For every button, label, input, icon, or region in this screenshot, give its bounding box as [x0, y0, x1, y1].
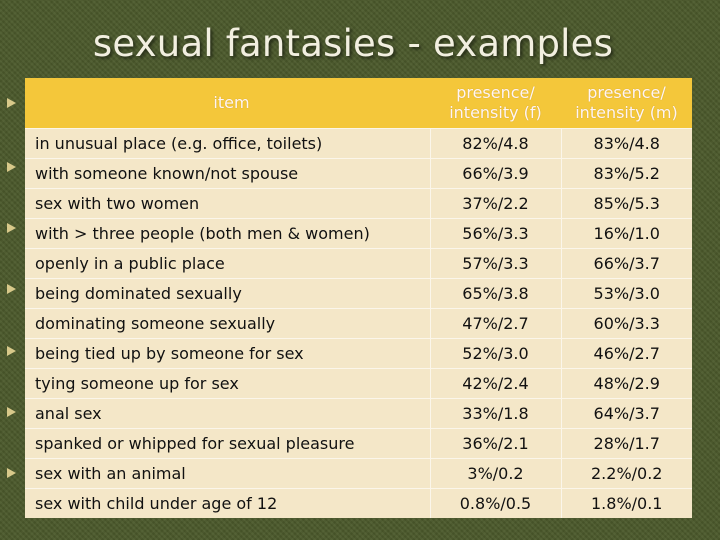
row-value-male: 85%/5.3: [560, 188, 692, 219]
row-item: being tied up by someone for sex: [25, 338, 430, 369]
row-item: spanked or whipped for sexual pleasure: [25, 428, 430, 459]
bullet-triangle-icon: [7, 223, 16, 233]
fantasies-table: item presence/ intensity (f) presence/ i…: [25, 78, 692, 518]
row-value-female: 36%/2.1: [429, 428, 561, 459]
table-header-row: item presence/ intensity (f) presence/ i…: [25, 78, 692, 129]
table-row: with someone known/not spouse 66%/3.9 83%/…: [25, 158, 692, 189]
row-value-female: 47%/2.7: [429, 308, 561, 339]
row-item: anal sex: [25, 398, 430, 429]
row-item: sex with two women: [25, 188, 430, 219]
table-row: tying someone up for sex 42%/2.4 48%/2.9: [25, 368, 692, 399]
header-female: presence/ intensity (f): [430, 78, 561, 129]
table-row: being dominated sexually 65%/3.8 53%/3.0: [25, 278, 692, 309]
table-row: sex with two women 37%/2.2 85%/5.3: [25, 188, 692, 219]
row-value-female: 0.8%/0.5: [429, 488, 561, 518]
table-row: anal sex 33%/1.8 64%/3.7: [25, 398, 692, 429]
row-item: tying someone up for sex: [25, 368, 430, 399]
row-item: openly in a public place: [25, 248, 430, 279]
row-item: in unusual place (e.g. office, toilets): [25, 128, 430, 159]
row-value-female: 56%/3.3: [429, 218, 561, 249]
row-value-female: 42%/2.4: [429, 368, 561, 399]
row-value-male: 83%/5.2: [560, 158, 692, 189]
row-value-male: 53%/3.0: [560, 278, 692, 309]
table-row: being tied up by someone for sex 52%/3.0 4…: [25, 338, 692, 369]
row-value-male: 1.8%/0.1: [560, 488, 692, 518]
bullet-triangle-icon: [7, 346, 16, 356]
row-value-male: 64%/3.7: [560, 398, 692, 429]
bullet-triangle-icon: [7, 284, 16, 294]
table-row: with > three people (both men & women) 56…: [25, 218, 692, 249]
row-item: dominating someone sexually: [25, 308, 430, 339]
row-value-female: 3%/0.2: [429, 458, 561, 489]
row-value-female: 33%/1.8: [429, 398, 561, 429]
row-value-male: 28%/1.7: [560, 428, 692, 459]
table-row: spanked or whipped for sexual pleasure 36…: [25, 428, 692, 459]
row-item: sex with an animal: [25, 458, 430, 489]
row-value-female: 65%/3.8: [429, 278, 561, 309]
bullet-triangle-icon: [7, 162, 16, 172]
row-item: with someone known/not spouse: [25, 158, 430, 189]
row-value-female: 37%/2.2: [429, 188, 561, 219]
table-row: dominating someone sexually 47%/2.7 60%/3.…: [25, 308, 692, 339]
row-item: being dominated sexually: [25, 278, 430, 309]
bullet-triangle-icon: [7, 98, 16, 108]
row-value-male: 2.2%/0.2: [560, 458, 692, 489]
bullet-triangle-icon: [7, 468, 16, 478]
table-row: in unusual place (e.g. office, toilets) 8…: [25, 128, 692, 159]
row-value-male: 48%/2.9: [560, 368, 692, 399]
row-value-female: 57%/3.3: [429, 248, 561, 279]
table-row: sex with child under age of 12 0.8%/0.5 1.…: [25, 488, 692, 518]
row-value-male: 60%/3.3: [560, 308, 692, 339]
row-value-female: 66%/3.9: [429, 158, 561, 189]
header-male: presence/ intensity (m): [561, 78, 692, 129]
row-value-male: 46%/2.7: [560, 338, 692, 369]
table-row: openly in a public place 57%/3.3 66%/3.7: [25, 248, 692, 279]
row-item: with > three people (both men & women): [25, 218, 430, 249]
row-value-male: 66%/3.7: [560, 248, 692, 279]
table-row: sex with an animal 3%/0.2 2.2%/0.2: [25, 458, 692, 489]
row-value-male: 83%/4.8: [560, 128, 692, 159]
bullet-triangle-icon: [7, 407, 16, 417]
slide-title: sexual fantasies - examples: [92, 22, 614, 65]
row-value-female: 52%/3.0: [429, 338, 561, 369]
row-value-male: 16%/1.0: [560, 218, 692, 249]
row-item: sex with child under age of 12: [25, 488, 430, 518]
header-item: item: [25, 78, 430, 129]
row-value-female: 82%/4.8: [429, 128, 561, 159]
